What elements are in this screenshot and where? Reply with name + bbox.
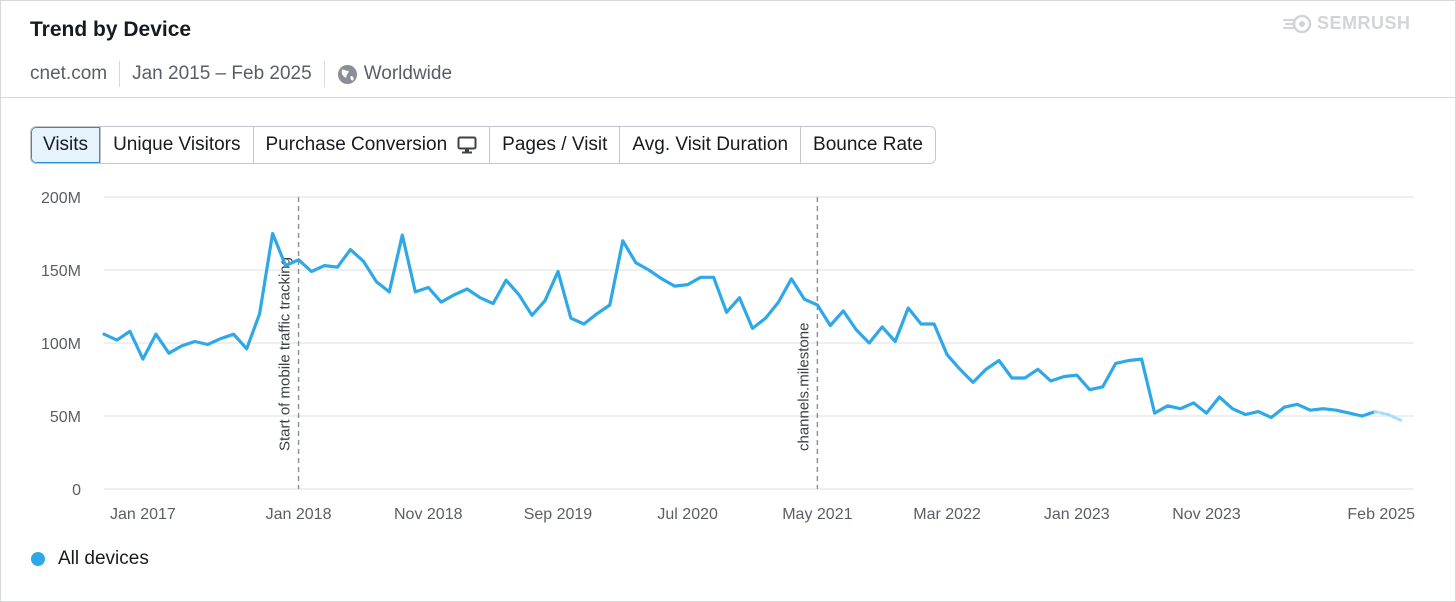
tab-label: Pages / Visit (502, 134, 608, 155)
x-tick-label: May 2021 (782, 506, 852, 523)
x-tick-label: Jan 2023 (1044, 506, 1110, 523)
desktop-icon (457, 136, 477, 154)
globe-icon (337, 64, 358, 85)
domain-label: cnet.com (30, 63, 108, 84)
x-tick-label: Jan 2018 (266, 506, 332, 523)
report-meta: cnet.com Jan 2015 – Feb 2025 Worldwide (30, 59, 452, 89)
x-tick-label: Mar 2022 (913, 506, 981, 523)
x-tick-label: Nov 2023 (1172, 506, 1241, 523)
meta-divider (323, 61, 325, 87)
tab-purchase-conversion[interactable]: Purchase Conversion (252, 127, 490, 163)
y-tick-label: 0 (72, 482, 81, 499)
tab-label: Avg. Visit Duration (632, 134, 789, 155)
x-tick-label: Jan 2017 (110, 506, 176, 523)
y-tick-label: 100M (41, 336, 81, 353)
series-forecast-all-devices (1373, 410, 1403, 422)
brand-name: SEMRUSH (1317, 13, 1411, 33)
meta-divider (119, 61, 121, 87)
tab-visits[interactable]: Visits (31, 127, 101, 163)
tab-unique-visitors[interactable]: Unique Visitors (100, 127, 253, 163)
header-divider (1, 97, 1455, 98)
x-tick-label: Feb 2025 (1347, 506, 1415, 523)
tab-avg-visit-duration[interactable]: Avg. Visit Duration (619, 127, 801, 163)
tab-label: Unique Visitors (113, 134, 241, 155)
widget-title: Trend by Device (30, 18, 192, 41)
metric-tabs: Visits Unique Visitors Purchase Conversi… (30, 126, 936, 164)
chart-legend[interactable]: All devices (31, 548, 149, 570)
region-label[interactable]: Worldwide (363, 63, 453, 84)
x-tick-label: Nov 2018 (394, 506, 463, 523)
legend-dot-all-devices (31, 552, 45, 566)
tab-label: Visits (43, 134, 89, 155)
y-tick-label: 150M (41, 263, 81, 280)
annotation-label: channels.milestone (795, 323, 812, 451)
tab-bounce-rate[interactable]: Bounce Rate (800, 127, 935, 163)
x-tick-label: Sep 2019 (524, 506, 593, 523)
tab-pages-per-visit[interactable]: Pages / Visit (489, 127, 620, 163)
date-range-label: Jan 2015 – Feb 2025 (132, 63, 312, 84)
semrush-logo: SEMRUSH (1283, 13, 1411, 34)
semrush-flame-icon (1283, 14, 1312, 33)
y-tick-label: 200M (41, 190, 81, 207)
tab-label: Bounce Rate (813, 134, 923, 155)
visits-line-chart[interactable]: 200M 150M 100M 50M 0 Jan 2017 Jan 2018 Nov 2018… (1, 181, 1455, 531)
series-line-all-devices (102, 231, 1377, 420)
legend-label-all-devices: All devices (58, 548, 149, 569)
x-tick-label: Jul 2020 (657, 506, 718, 523)
annotation-label: Start of mobile traffic tracking (277, 257, 294, 451)
y-tick-label: 50M (50, 409, 81, 426)
tab-label: Purchase Conversion (265, 134, 448, 155)
